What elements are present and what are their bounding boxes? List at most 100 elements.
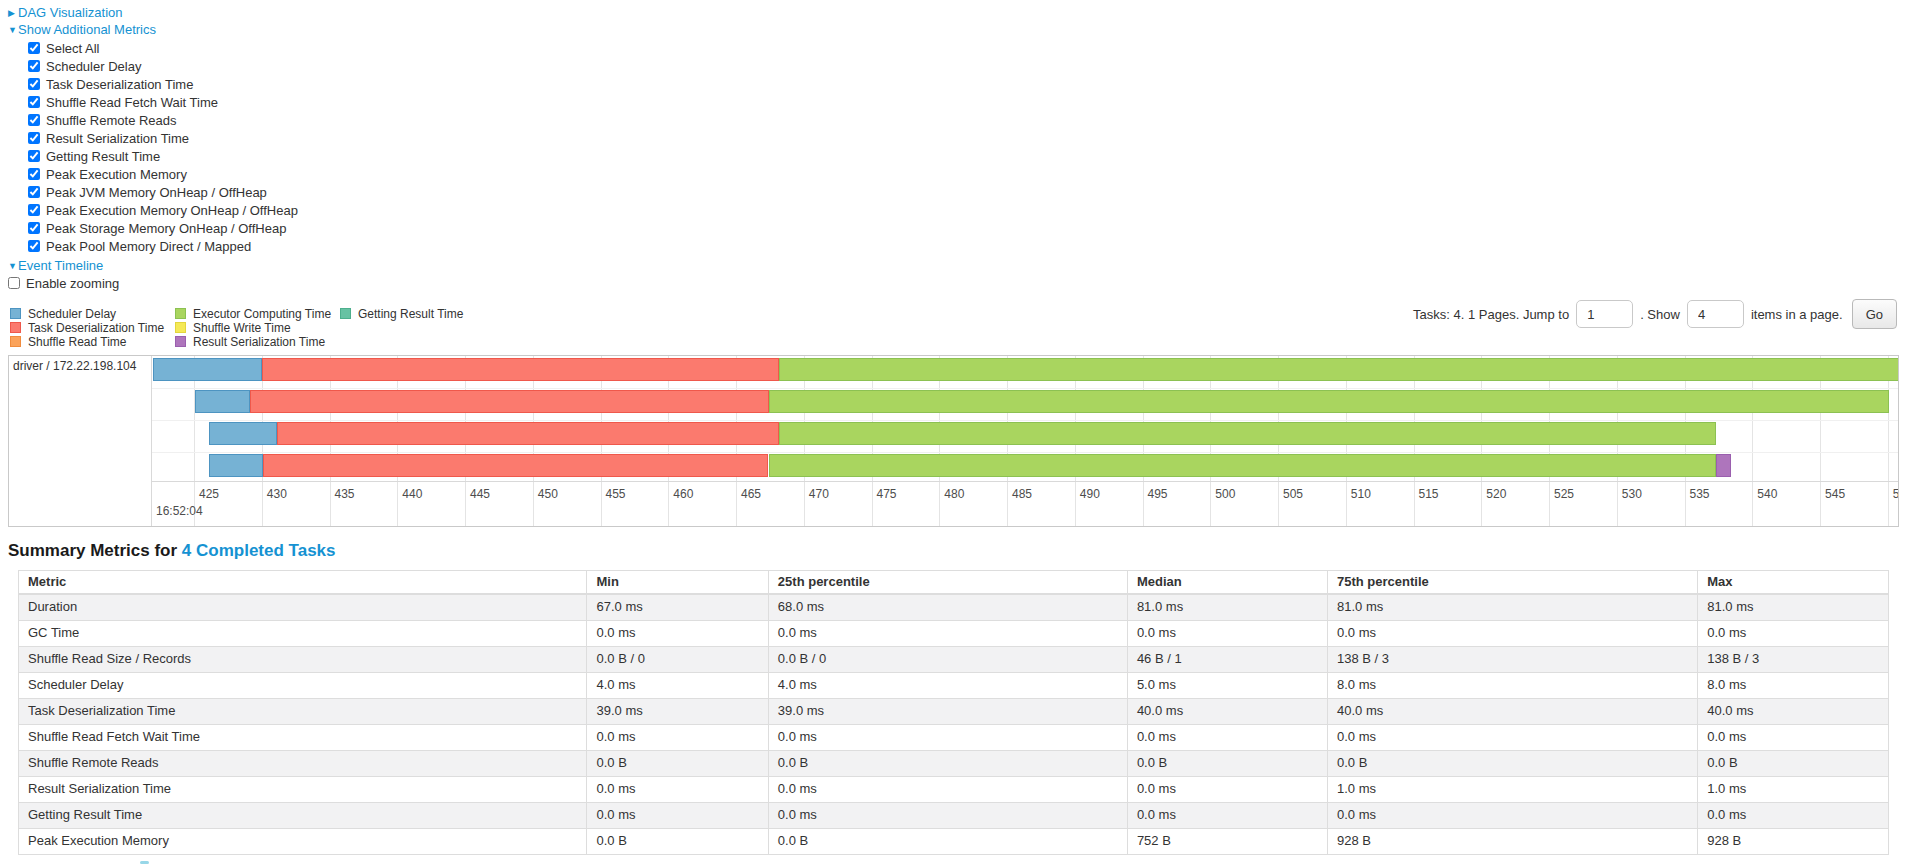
items-per-page-input[interactable] [1687, 300, 1744, 328]
task-bar-segment-task-deserialization[interactable] [262, 358, 780, 381]
metric-value-cell: 0.0 ms [768, 776, 1127, 802]
metric-name-cell: Shuffle Read Fetch Wait Time [19, 724, 587, 750]
task-bar-segment-scheduler-delay[interactable] [153, 358, 261, 381]
metric-value-cell: 46 B / 1 [1127, 646, 1327, 672]
metric-value-cell: 81.0 ms [1698, 594, 1889, 620]
metric-checkbox-item[interactable]: Scheduler Delay [28, 58, 298, 76]
jump-to-page-input[interactable] [1576, 300, 1633, 328]
legend-item: Scheduler Delay [10, 308, 175, 321]
axis-separator [152, 481, 1898, 482]
metric-checkbox[interactable] [28, 114, 40, 126]
metric-checkbox[interactable] [28, 150, 40, 162]
task-bar-segment-result-serialization[interactable] [1716, 454, 1731, 477]
metric-checkbox-item[interactable]: Peak Execution Memory [28, 166, 298, 184]
metric-value-cell: 0.0 ms [587, 802, 768, 828]
task-bar-segment-task-deserialization[interactable] [277, 422, 780, 445]
executor-computing-swatch-icon [175, 308, 186, 319]
axis-tick-label: 430 [267, 487, 287, 501]
legend-label: Getting Result Time [358, 307, 463, 321]
axis-tick-label: 485 [1012, 487, 1032, 501]
metric-name-cell: Result Serialization Time [19, 776, 587, 802]
metric-name-cell: Duration [19, 594, 587, 620]
metric-value-cell: 67.0 ms [587, 594, 768, 620]
metric-value-cell: 0.0 ms [1127, 620, 1327, 646]
metric-value-cell: 0.0 ms [1698, 620, 1889, 646]
metric-checkbox-item[interactable]: Shuffle Read Fetch Wait Time [28, 94, 298, 112]
axis-tick-label: 465 [741, 487, 761, 501]
enable-zooming-checkbox[interactable] [8, 277, 20, 289]
metric-value-cell: 0.0 ms [768, 802, 1127, 828]
axis-tick-label: 540 [1757, 487, 1777, 501]
metric-checkbox-item[interactable]: Peak Storage Memory OnHeap / OffHeap [28, 220, 298, 238]
metric-checkbox[interactable] [28, 42, 40, 54]
metric-checkbox[interactable] [28, 168, 40, 180]
table-row: Scheduler Delay4.0 ms4.0 ms5.0 ms8.0 ms8… [19, 672, 1889, 698]
metric-checkbox[interactable] [28, 60, 40, 72]
task-bar-segment-executor-computing[interactable] [779, 422, 1715, 445]
metric-value-cell: 5.0 ms [1127, 672, 1327, 698]
metric-checkbox-item[interactable]: Shuffle Remote Reads [28, 112, 298, 130]
task-bar-segment-scheduler-delay[interactable] [209, 422, 277, 445]
metric-value-cell: 0.0 B [587, 828, 768, 854]
task-deserialization-swatch-icon [10, 322, 21, 333]
metric-checkbox[interactable] [28, 222, 40, 234]
legend-item: Result Serialization Time [175, 336, 340, 349]
metric-checkbox[interactable] [28, 78, 40, 90]
metric-checkbox-item[interactable]: Peak Pool Memory Direct / Mapped [28, 238, 298, 256]
task-bar-segment-task-deserialization[interactable] [263, 454, 768, 477]
metric-checkbox-item[interactable]: Task Deserialization Time [28, 76, 298, 94]
metric-value-cell: 928 B [1698, 828, 1889, 854]
metric-checkbox-list: Select All Scheduler DelayTask Deserializ… [8, 40, 298, 256]
axis-gridline [194, 356, 195, 526]
metric-checkbox[interactable] [28, 96, 40, 108]
metric-value-cell: 1.0 ms [1327, 776, 1697, 802]
task-bar-segment-scheduler-delay[interactable] [209, 454, 263, 477]
event-timeline-toggle[interactable]: ▼Event Timeline [8, 258, 298, 274]
metric-checkbox-item[interactable]: Select All [28, 40, 298, 58]
go-button[interactable]: Go [1852, 299, 1897, 329]
metric-checkbox-item[interactable]: Getting Result Time [28, 148, 298, 166]
metric-checkbox-label: Select All [46, 41, 99, 56]
metric-checkbox-label: Shuffle Remote Reads [46, 113, 177, 128]
axis-tick-label: 550 [1893, 487, 1898, 501]
metric-checkbox[interactable] [28, 204, 40, 216]
metric-value-cell: 752 B [1127, 828, 1327, 854]
dag-visualization-toggle[interactable]: ▶DAG Visualization [8, 5, 298, 21]
metric-checkbox[interactable] [28, 240, 40, 252]
axis-major-time-label: 16:52:04 [156, 504, 203, 518]
metric-value-cell: 0.0 ms [587, 776, 768, 802]
metric-checkbox-item[interactable]: Peak JVM Memory OnHeap / OffHeap [28, 184, 298, 202]
dag-visualization-label: DAG Visualization [18, 5, 123, 20]
completed-tasks-link[interactable]: 4 Completed Tasks [182, 541, 336, 560]
metric-checkbox[interactable] [28, 132, 40, 144]
table-row: Peak Execution Memory0.0 B0.0 B752 B928 … [19, 828, 1889, 854]
metric-checkbox-item[interactable]: Result Serialization Time [28, 130, 298, 148]
table-column-header: 75th percentile [1327, 571, 1697, 595]
result-serialization-swatch-icon [175, 336, 186, 347]
task-bar-segment-scheduler-delay[interactable] [195, 390, 249, 413]
event-timeline-chart: driver / 172.22.198.104 4254304354404454… [8, 355, 1899, 527]
task-bar-segment-executor-computing[interactable] [769, 390, 1890, 413]
metric-value-cell: 0.0 B / 0 [768, 646, 1127, 672]
metric-value-cell: 0.0 ms [1327, 620, 1697, 646]
axis-tick-label: 510 [1351, 487, 1371, 501]
axis-gridline [1820, 356, 1821, 526]
task-bar-segment-executor-computing[interactable] [779, 358, 1898, 381]
axis-tick-label: 505 [1283, 487, 1303, 501]
axis-gridline [1888, 356, 1889, 526]
show-additional-metrics-toggle[interactable]: ▼Show Additional Metrics [8, 22, 298, 38]
table-column-header: Max [1698, 571, 1889, 595]
metric-value-cell: 8.0 ms [1327, 672, 1697, 698]
timeline-chart-area[interactable]: 4254304354404454504554604654704754804854… [152, 356, 1898, 526]
task-bar-segment-executor-computing[interactable] [769, 454, 1716, 477]
enable-zooming-option[interactable]: Enable zooming [8, 275, 298, 293]
axis-tick-label: 490 [1080, 487, 1100, 501]
axis-tick-label: 500 [1215, 487, 1235, 501]
metric-checkbox-item[interactable]: Peak Execution Memory OnHeap / OffHeap [28, 202, 298, 220]
metric-checkbox[interactable] [28, 186, 40, 198]
table-row: Shuffle Read Size / Records0.0 B / 00.0 … [19, 646, 1889, 672]
metric-name-cell: Task Deserialization Time [19, 698, 587, 724]
metric-value-cell: 0.0 B [768, 828, 1127, 854]
task-bar-segment-task-deserialization[interactable] [250, 390, 769, 413]
pagination-suffix-text: items in a page. [1751, 307, 1843, 322]
